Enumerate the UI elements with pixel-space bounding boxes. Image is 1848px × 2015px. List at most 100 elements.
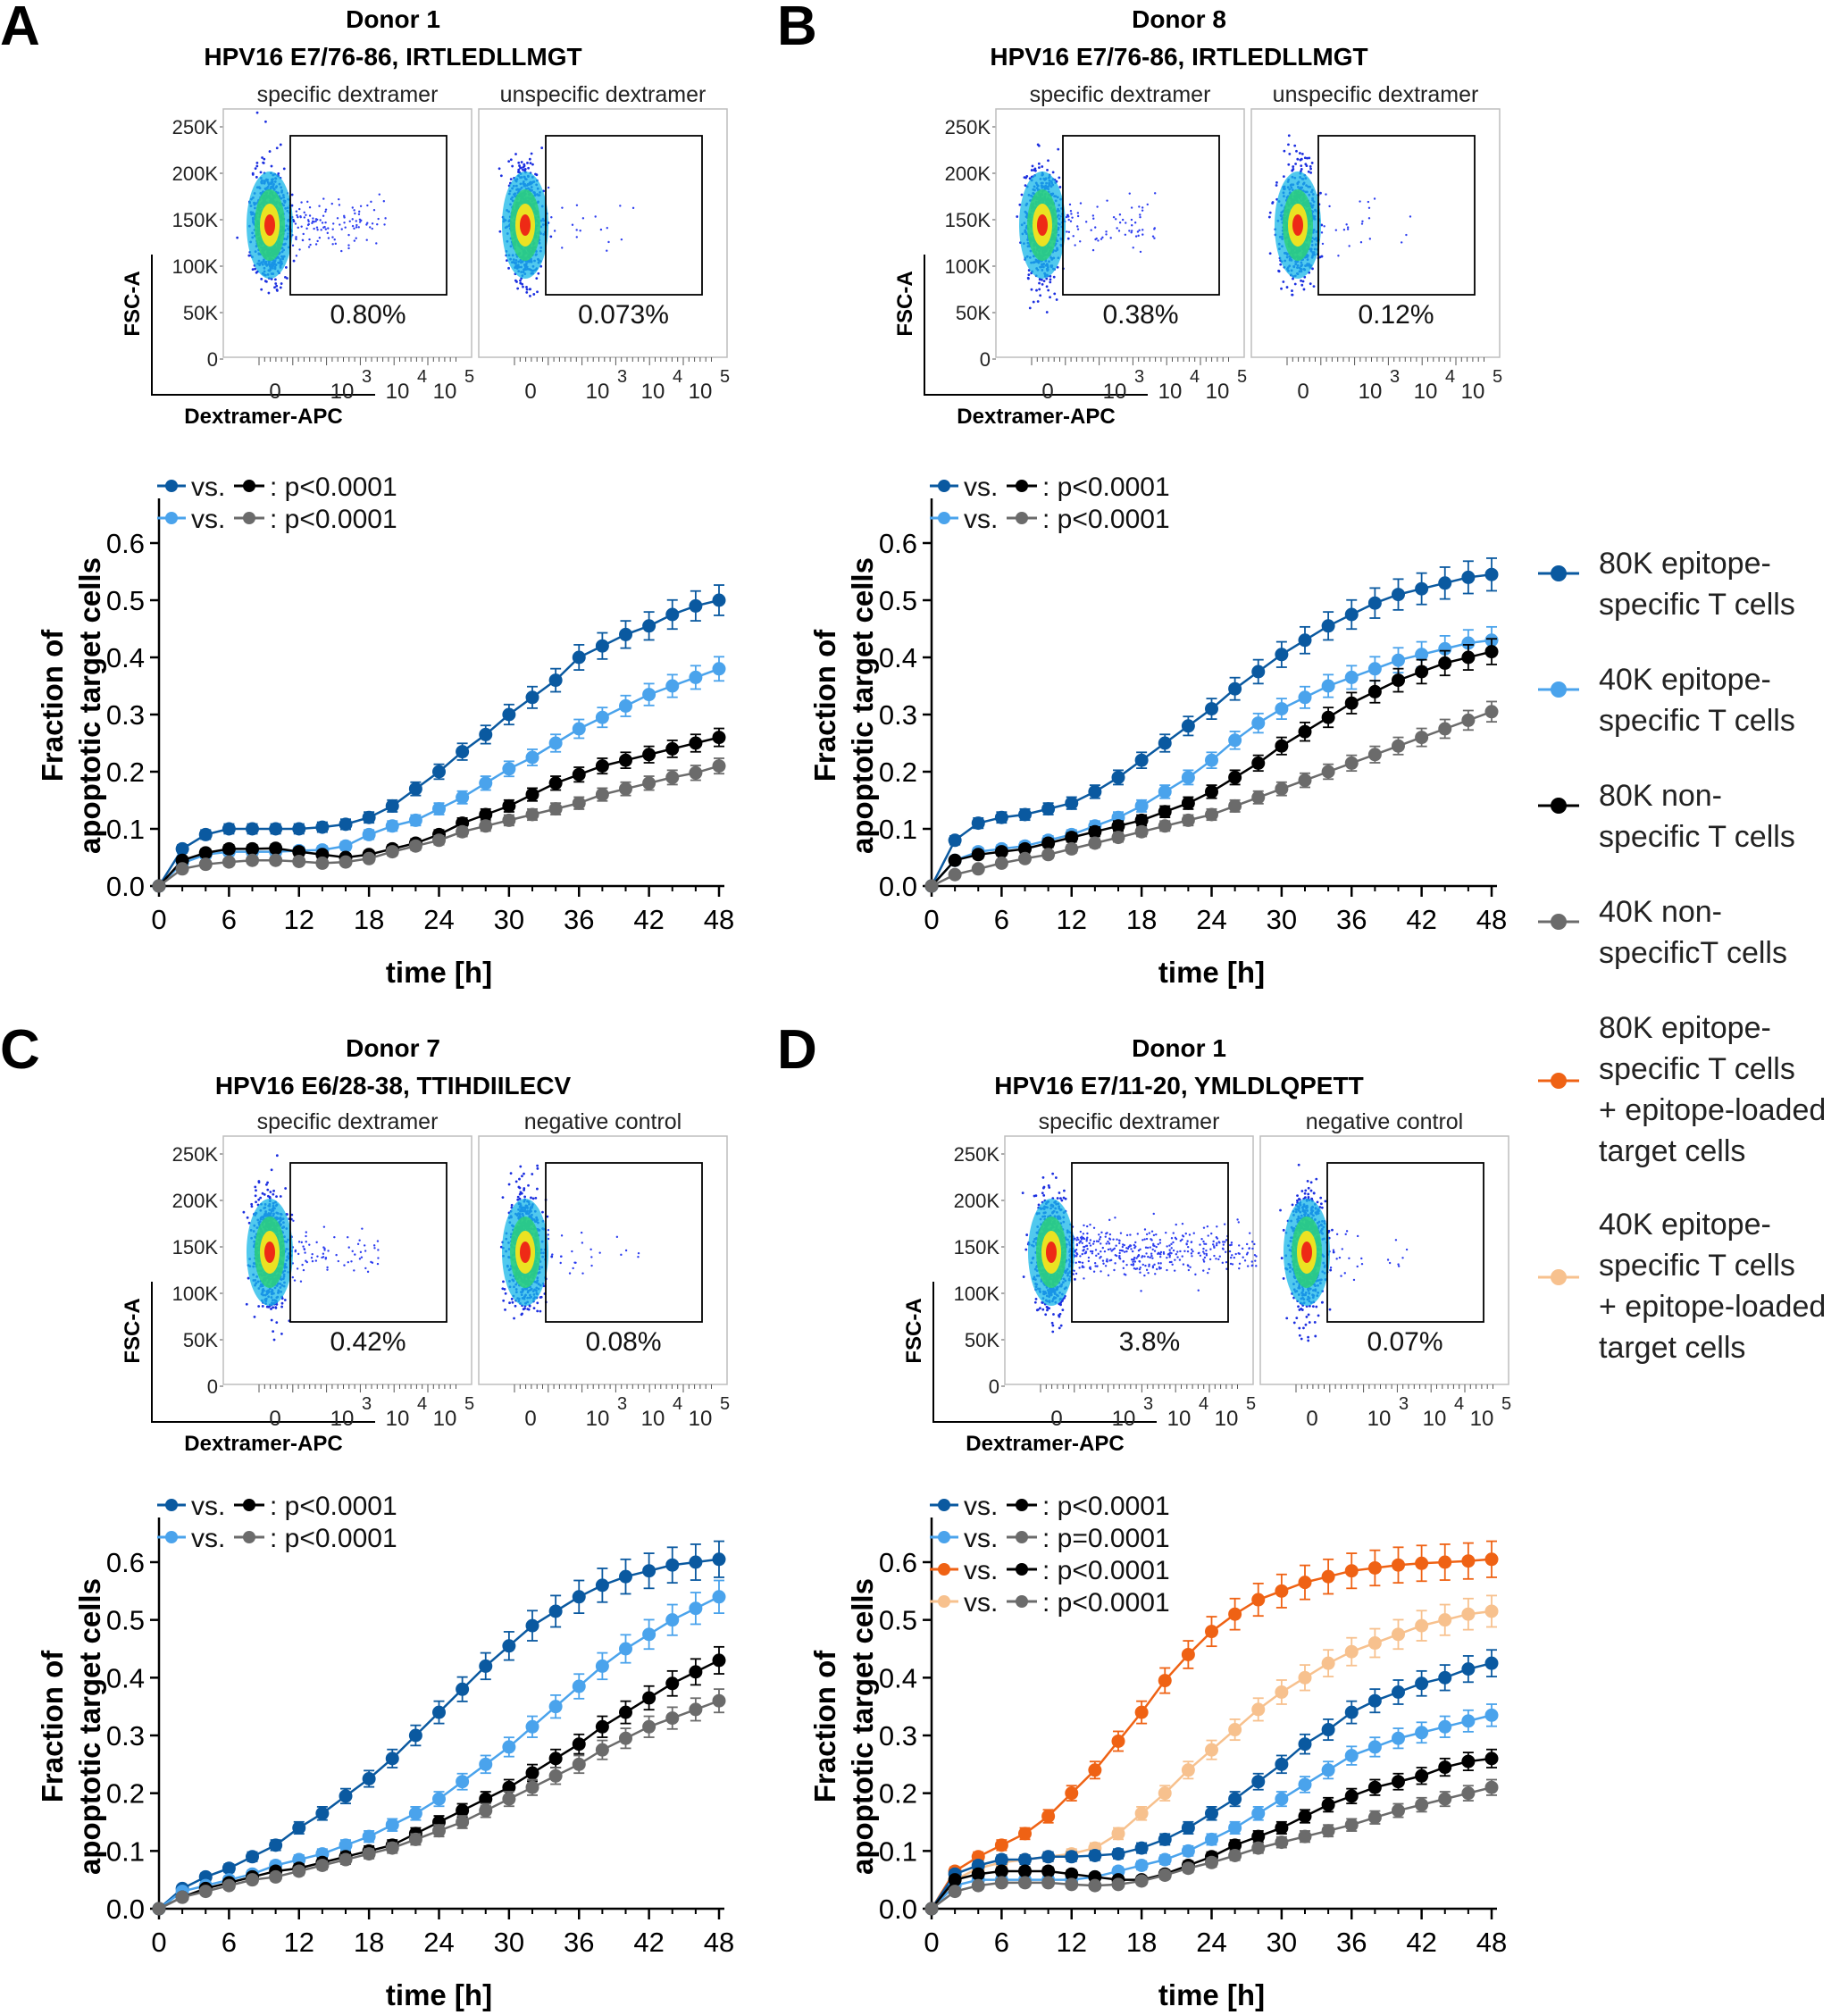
event-dot <box>1071 216 1074 219</box>
event-dot <box>1267 215 1271 219</box>
event-dot <box>1130 230 1133 232</box>
x-axis-label: time [h] <box>1158 956 1265 989</box>
data-point <box>689 670 703 684</box>
event-dot <box>620 238 623 241</box>
event-dot <box>261 1191 264 1195</box>
event-dot <box>319 219 322 222</box>
data-point <box>1205 702 1218 716</box>
data-point <box>1438 656 1452 670</box>
data-point <box>948 867 962 882</box>
event-dot <box>308 205 312 209</box>
event-dot <box>1293 282 1297 286</box>
x-axis-label: time [h] <box>386 956 492 989</box>
series-s40_spec <box>924 625 1499 893</box>
event-dot <box>631 206 635 210</box>
event-dot <box>1292 277 1294 280</box>
flow-plot-label: unspecific dextramer <box>500 82 707 107</box>
data-point <box>385 798 399 813</box>
stat-marker-dot <box>243 512 255 524</box>
event-dot <box>535 277 539 280</box>
event-dot <box>525 288 529 291</box>
data-point <box>1018 841 1032 856</box>
data-point <box>572 796 586 810</box>
event-dot <box>263 280 267 283</box>
data-point <box>408 813 422 827</box>
event-dot <box>260 288 263 291</box>
event-dot <box>1141 233 1144 236</box>
event-dot <box>286 277 288 280</box>
event-dot <box>1090 229 1092 231</box>
event-dot <box>1303 156 1307 160</box>
event-dot <box>273 286 276 289</box>
event-dot <box>365 238 368 241</box>
data-point <box>1018 851 1032 865</box>
event-dot <box>1016 215 1019 218</box>
event-dot <box>1153 192 1157 195</box>
event-dot <box>1066 237 1070 240</box>
event-dot <box>1074 244 1076 247</box>
x-tick-label: 10 <box>586 380 610 404</box>
event-dot <box>1065 215 1068 219</box>
data-point <box>994 856 1008 870</box>
event-dot <box>575 236 578 238</box>
event-dot <box>1300 152 1304 155</box>
event-dot <box>525 286 528 288</box>
event-dot <box>1076 212 1080 214</box>
data-point <box>994 810 1008 824</box>
event-dot <box>526 162 529 164</box>
data-point <box>1415 581 1429 596</box>
x-tick-exponent: 3 <box>617 367 627 387</box>
data-point <box>619 627 632 641</box>
data-point <box>595 639 609 653</box>
event-dot <box>561 247 564 249</box>
event-dot <box>1305 164 1309 168</box>
data-point <box>456 745 470 759</box>
y-tick-label: 0.5 <box>106 585 145 616</box>
density-core <box>1037 214 1048 236</box>
data-point <box>1181 796 1195 810</box>
event-dot <box>579 230 581 232</box>
data-point <box>712 662 726 676</box>
event-dot <box>1024 184 1027 188</box>
data-point <box>619 698 632 713</box>
event-dot <box>1037 162 1041 165</box>
data-point <box>1228 798 1242 813</box>
event-dot <box>1296 157 1300 161</box>
x-tick-label: 10 <box>1158 380 1183 404</box>
event-dot <box>308 238 311 241</box>
data-point <box>479 807 493 822</box>
event-dot <box>1084 221 1088 223</box>
event-dot <box>1300 167 1303 171</box>
data-point <box>1111 831 1125 845</box>
x-tick-label: 30 <box>1267 904 1297 935</box>
data-point <box>548 776 563 790</box>
gate-percent: 0.80% <box>330 300 406 330</box>
event-dot <box>1359 200 1361 203</box>
event-dot <box>1112 215 1116 219</box>
event-dot <box>1359 240 1363 244</box>
event-dot <box>1068 203 1072 206</box>
x-tick-exponent: 4 <box>1190 367 1200 387</box>
event-dot <box>324 210 327 213</box>
event-dot <box>1299 158 1302 162</box>
series-s80_spec <box>152 584 726 893</box>
data-point <box>362 851 376 865</box>
event-dot <box>299 215 302 219</box>
event-dot <box>1117 230 1121 232</box>
data-point <box>362 827 376 841</box>
event-dot <box>1042 280 1046 283</box>
event-dot <box>1282 280 1285 283</box>
event-dot <box>353 239 356 242</box>
event-dot <box>320 229 322 231</box>
event-dot <box>1334 229 1338 231</box>
y-tick-label: 0.6 <box>106 528 145 559</box>
x-tick-label: 6 <box>222 904 237 935</box>
event-dot <box>255 164 259 168</box>
event-dot <box>279 143 282 146</box>
event-dot <box>357 226 360 229</box>
data-point <box>971 862 985 876</box>
data-point <box>665 607 680 622</box>
data-point <box>1275 739 1289 753</box>
x-tick-label: 10 <box>1359 380 1383 404</box>
event-dot <box>1137 234 1140 238</box>
